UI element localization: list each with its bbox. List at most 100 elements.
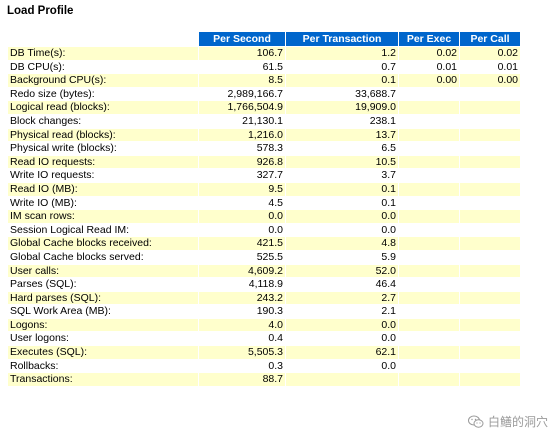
metric-value-cell: 21,130.1 bbox=[199, 114, 285, 128]
metric-value-cell bbox=[460, 318, 520, 332]
metric-value-cell bbox=[399, 237, 459, 250]
metric-name-cell: Global Cache blocks served: bbox=[8, 250, 198, 264]
metric-value-cell: 8.5 bbox=[199, 74, 285, 87]
metric-value-cell bbox=[399, 169, 459, 182]
section-title: Load Profile bbox=[7, 5, 74, 17]
metric-value-cell bbox=[460, 142, 520, 155]
metric-value-cell: 2.1 bbox=[286, 305, 398, 318]
metric-value-cell: 4,609.2 bbox=[199, 264, 285, 278]
metric-value-cell bbox=[399, 373, 459, 386]
metric-name-cell: SQL Work Area (MB): bbox=[8, 305, 198, 318]
metric-value-cell bbox=[286, 373, 398, 386]
metric-value-cell: 6.5 bbox=[286, 142, 398, 155]
metric-value-cell bbox=[399, 305, 459, 318]
column-header-per-call: Per Call bbox=[460, 32, 520, 46]
metric-value-cell: 0.1 bbox=[286, 74, 398, 87]
load-profile-table: Per Second Per Transaction Per Exec Per … bbox=[7, 31, 521, 387]
metric-name-cell: Parses (SQL): bbox=[8, 278, 198, 291]
metric-value-cell: 243.2 bbox=[199, 291, 285, 305]
metric-value-cell: 62.1 bbox=[286, 346, 398, 359]
metric-name-cell: Write IO (MB): bbox=[8, 196, 198, 210]
metric-value-cell: 10.5 bbox=[286, 155, 398, 169]
metric-value-cell bbox=[399, 87, 459, 101]
metric-value-cell bbox=[460, 114, 520, 128]
table-row: Read IO requests: 926.8 10.5 bbox=[8, 155, 520, 169]
metric-value-cell bbox=[460, 87, 520, 101]
metric-value-cell: 578.3 bbox=[199, 142, 285, 155]
table-row: Parses (SQL): 4,118.9 46.4 bbox=[8, 278, 520, 291]
table-row: Logons: 4.0 0.0 bbox=[8, 318, 520, 332]
table-row: Session Logical Read IM: 0.0 0.0 bbox=[8, 223, 520, 237]
metric-value-cell: 525.5 bbox=[199, 250, 285, 264]
metric-value-cell bbox=[399, 318, 459, 332]
metric-value-cell bbox=[460, 373, 520, 386]
table-row: Global Cache blocks served: 525.5 5.9 bbox=[8, 250, 520, 264]
table-row: Hard parses (SQL): 243.2 2.7 bbox=[8, 291, 520, 305]
metric-value-cell bbox=[399, 278, 459, 291]
table-row: DB CPU(s): 61.5 0.7 0.01 0.01 bbox=[8, 60, 520, 74]
table-row: Write IO (MB): 4.5 0.1 bbox=[8, 196, 520, 210]
table-row: Block changes: 21,130.1 238.1 bbox=[8, 114, 520, 128]
metric-value-cell bbox=[460, 237, 520, 250]
column-header-blank bbox=[8, 32, 198, 46]
metric-value-cell bbox=[399, 264, 459, 278]
table-row: Write IO requests: 327.7 3.7 bbox=[8, 169, 520, 182]
table-body: DB Time(s): 106.7 1.2 0.02 0.02 DB CPU(s): 61.… bbox=[8, 47, 520, 386]
metric-name-cell: Physical read (blocks): bbox=[8, 128, 198, 142]
table-row: IM scan rows: 0.0 0.0 bbox=[8, 210, 520, 223]
metric-value-cell bbox=[460, 169, 520, 182]
metric-value-cell: 1,216.0 bbox=[199, 128, 285, 142]
metric-value-cell bbox=[460, 196, 520, 210]
metric-value-cell bbox=[460, 250, 520, 264]
metric-value-cell bbox=[399, 182, 459, 196]
metric-value-cell: 3.7 bbox=[286, 169, 398, 182]
column-header-per-exec: Per Exec bbox=[399, 32, 459, 46]
metric-name-cell: User calls: bbox=[8, 264, 198, 278]
metric-name-cell: Read IO (MB): bbox=[8, 182, 198, 196]
table-row: Global Cache blocks received: 421.5 4.8 bbox=[8, 237, 520, 250]
metric-name-cell: Logical read (blocks): bbox=[8, 101, 198, 114]
metric-value-cell: 4.0 bbox=[199, 318, 285, 332]
metric-value-cell: 2,989,166.7 bbox=[199, 87, 285, 101]
metric-value-cell bbox=[399, 250, 459, 264]
metric-name-cell: Global Cache blocks received: bbox=[8, 237, 198, 250]
metric-value-cell bbox=[399, 155, 459, 169]
metric-value-cell: 0.00 bbox=[399, 74, 459, 87]
table-row: Logical read (blocks): 1,766,504.9 19,909.… bbox=[8, 101, 520, 114]
metric-value-cell: 190.3 bbox=[199, 305, 285, 318]
metric-value-cell: 5,505.3 bbox=[199, 346, 285, 359]
metric-value-cell: 1,766,504.9 bbox=[199, 101, 285, 114]
table-row: SQL Work Area (MB): 190.3 2.1 bbox=[8, 305, 520, 318]
metric-value-cell: 2.7 bbox=[286, 291, 398, 305]
metric-value-cell: 0.00 bbox=[460, 74, 520, 87]
metric-value-cell bbox=[460, 182, 520, 196]
metric-value-cell: 0.0 bbox=[286, 332, 398, 346]
metric-name-cell: Executes (SQL): bbox=[8, 346, 198, 359]
metric-name-cell: Rollbacks: bbox=[8, 359, 198, 373]
metric-name-cell: User logons: bbox=[8, 332, 198, 346]
table-row: DB Time(s): 106.7 1.2 0.02 0.02 bbox=[8, 47, 520, 60]
metric-value-cell bbox=[399, 114, 459, 128]
metric-value-cell bbox=[460, 128, 520, 142]
metric-value-cell: 421.5 bbox=[199, 237, 285, 250]
metric-value-cell: 0.02 bbox=[399, 47, 459, 60]
metric-value-cell: 0.0 bbox=[286, 223, 398, 237]
metric-value-cell bbox=[460, 346, 520, 359]
table-row: Transactions: 88.7 bbox=[8, 373, 520, 386]
metric-value-cell: 0.0 bbox=[199, 210, 285, 223]
metric-value-cell: 4.5 bbox=[199, 196, 285, 210]
metric-name-cell: Block changes: bbox=[8, 114, 198, 128]
metric-value-cell bbox=[399, 142, 459, 155]
metric-value-cell: 46.4 bbox=[286, 278, 398, 291]
metric-value-cell bbox=[399, 210, 459, 223]
table-row: User calls: 4,609.2 52.0 bbox=[8, 264, 520, 278]
metric-value-cell: 327.7 bbox=[199, 169, 285, 182]
metric-value-cell bbox=[399, 196, 459, 210]
metric-value-cell: 0.3 bbox=[199, 359, 285, 373]
metric-name-cell: DB CPU(s): bbox=[8, 60, 198, 74]
metric-value-cell: 0.0 bbox=[199, 223, 285, 237]
metric-value-cell bbox=[399, 332, 459, 346]
metric-value-cell bbox=[460, 101, 520, 114]
table-header-row: Per Second Per Transaction Per Exec Per … bbox=[8, 32, 520, 46]
metric-name-cell: Background CPU(s): bbox=[8, 74, 198, 87]
